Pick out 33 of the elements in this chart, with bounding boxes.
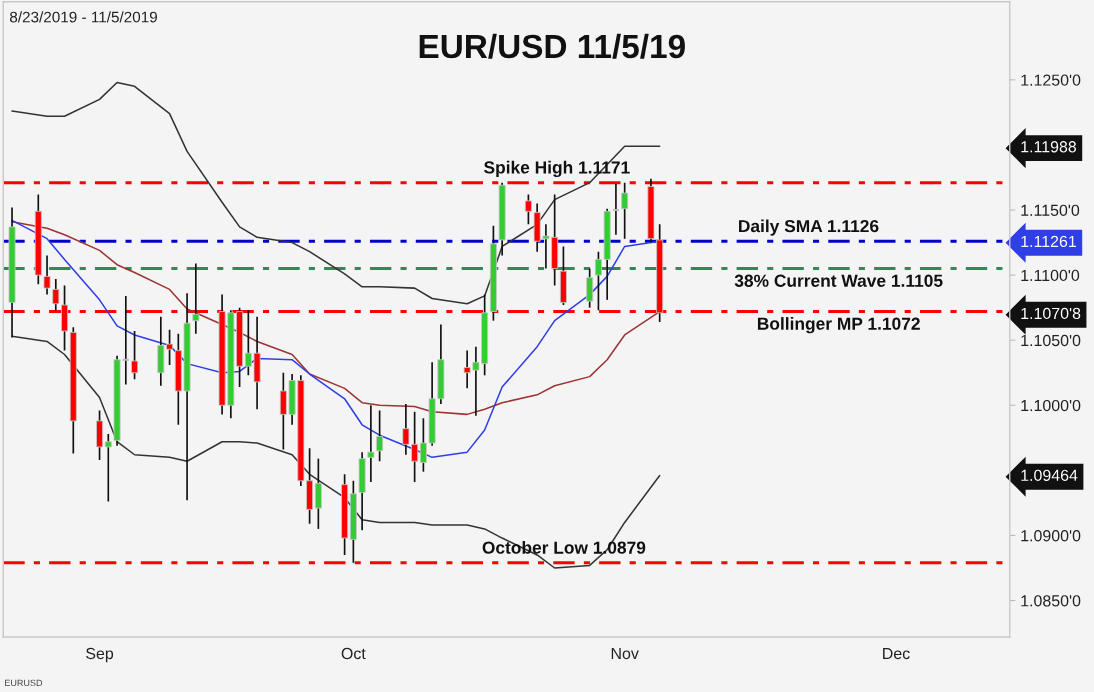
candlestick [131,330,139,381]
y-tick-label: 1.11988 [1021,141,1077,153]
text: EURUSD [5,679,43,687]
candlestick [192,262,200,335]
y-tick-label: 1.1100'0 [1021,269,1080,282]
ref-line-label: 38% Current Wave 1.1105 [734,274,943,287]
candlestick [524,193,532,226]
ref-line-label: Daily SMA 1.1126 [739,219,879,236]
candlestick [104,433,112,503]
y-tick-label: 1.1000'0 [1021,399,1081,412]
y-tick-label: 1.1070'8 [1021,307,1081,320]
candlestick [586,267,594,309]
y-tick-label: 1.1050'0 [1021,334,1081,347]
y-tick-label: 1.0900'0 [1021,530,1081,542]
x-tick-label: Nov [611,647,639,660]
chart-subtitle: 8/23/2019 - 11/5/2019 [9,11,157,23]
y-tick-label: 1.1250'0 [1021,74,1081,86]
y-tick-label: 1.1150'0 [1021,204,1080,216]
candlestick [621,181,629,240]
x-tick-label: Oct [341,647,366,660]
line-series [11,220,661,416]
candlestick [376,409,384,463]
y-tick-label: 1.11261 [1021,235,1076,248]
candlestick [367,404,375,483]
line-series [11,81,661,305]
y-tick-label: 1.0850'0 [1021,595,1081,607]
text: EUR/USD 11/5/19 [419,33,685,59]
ref-line-label: Bollinger MP 1.1072 [757,317,920,334]
candlestick [43,254,51,296]
x-tick-label: Dec [883,647,910,660]
y-tick-label: 1.09464 [1021,469,1078,481]
line-series [11,335,661,569]
x-tick-label: Sep [86,647,114,663]
